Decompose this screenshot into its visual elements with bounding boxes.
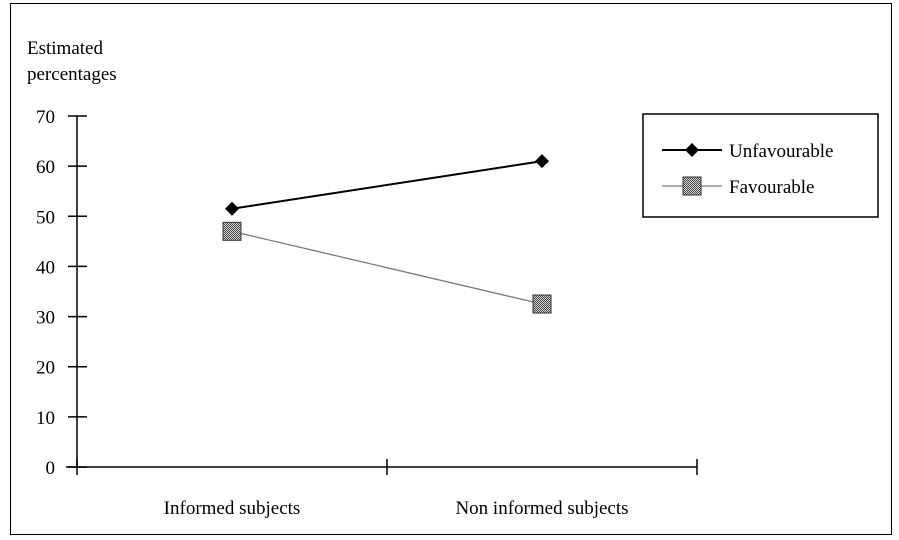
series-line-unfavourable [231,160,543,210]
data-point-favourable [532,294,552,314]
y-axis-label-line-2: percentages [27,64,117,85]
data-point-favourable [222,221,242,241]
y-tick-label: 40 [36,257,55,278]
legend-label-favourable: Favourable [729,177,814,198]
legend-marker-favourable [682,176,702,196]
series-line-favourable [231,230,543,305]
y-tick-label: 0 [46,458,56,479]
x-tick-label: Informed subjects [164,498,301,519]
legend-marker-unfavourable [685,143,699,157]
x-tick-label: Non informed subjects [455,498,628,519]
data-point-unfavourable [225,201,239,216]
y-tick-label: 30 [36,308,55,329]
y-tick-label: 70 [36,107,55,128]
legend: Unfavourable Favourable [642,113,879,218]
y-tick-label: 10 [36,408,55,429]
chart-frame [10,3,892,535]
legend-box [642,113,879,218]
data-point-unfavourable [535,154,549,169]
legend-label-unfavourable: Unfavourable [729,141,833,162]
y-axis-label-line-1: Estimated [27,38,103,59]
y-tick-label: 20 [36,358,55,379]
y-tick-label: 60 [36,157,55,178]
y-tick-label: 50 [36,207,55,228]
